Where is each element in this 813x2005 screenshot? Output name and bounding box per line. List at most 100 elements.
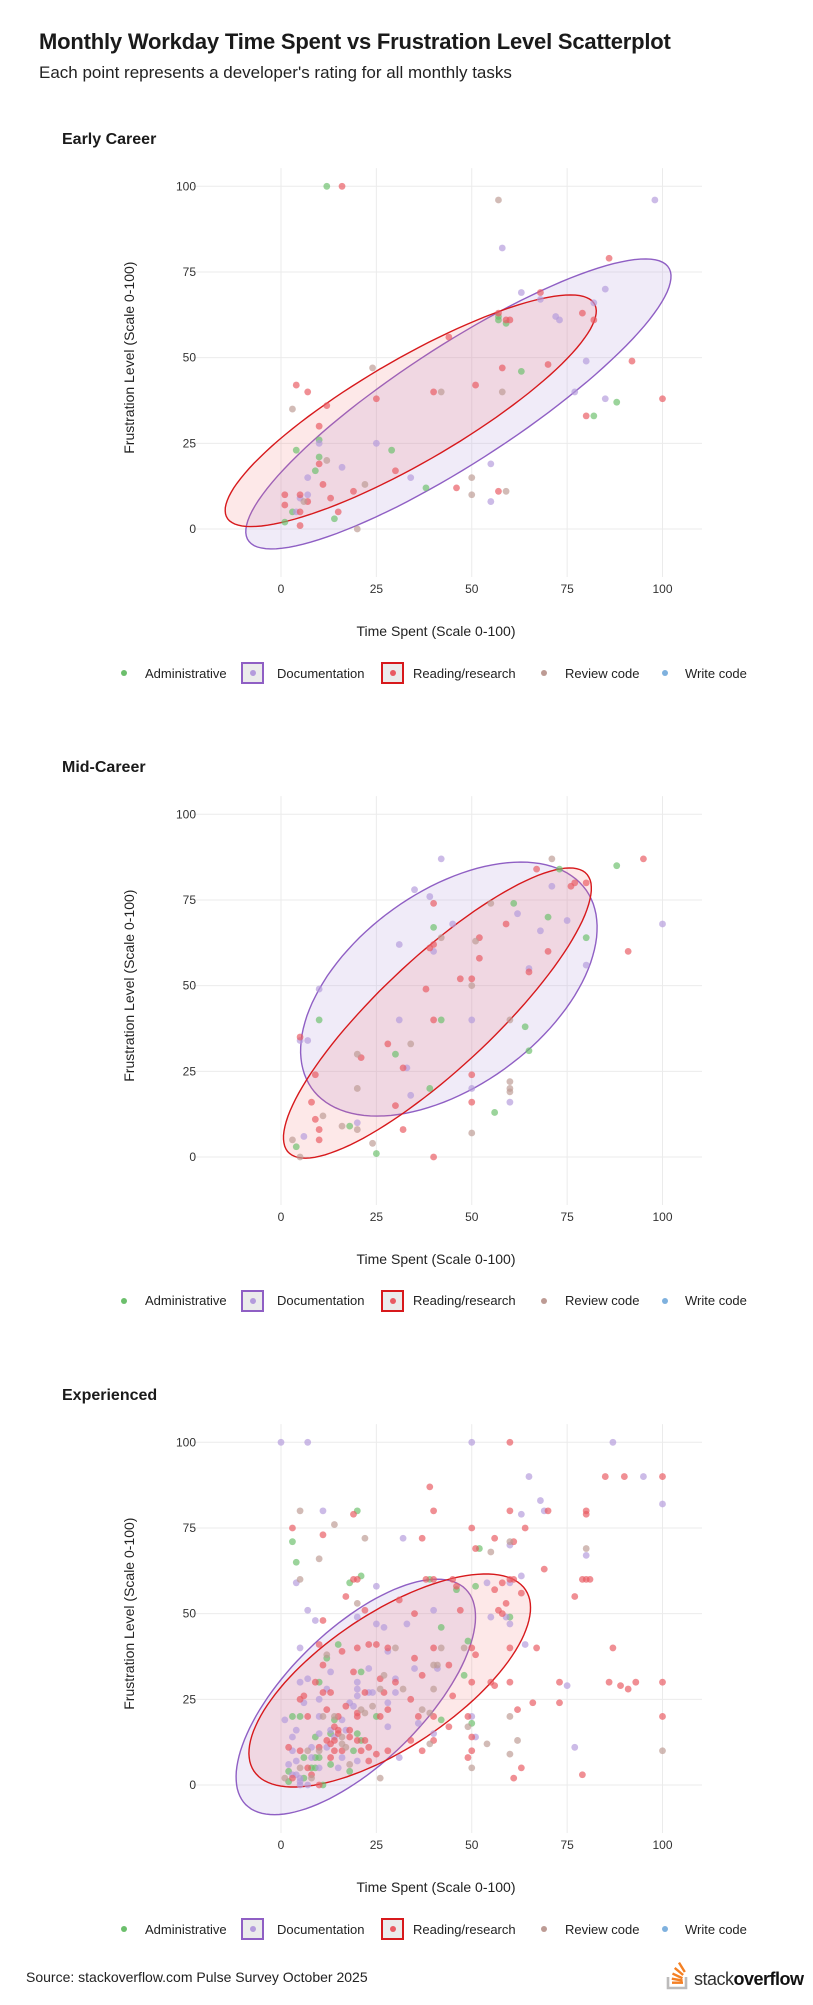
- data-point-reading-research: [346, 1726, 354, 1734]
- data-point-documentation: [296, 1644, 304, 1652]
- legend-key-reading-research: [381, 1918, 404, 1940]
- data-point-reading-research: [353, 1644, 361, 1652]
- data-point-reading-research: [449, 1692, 457, 1700]
- data-point-review-code: [353, 525, 361, 533]
- legend-dot-icon: [541, 670, 547, 676]
- data-point-reading-research: [578, 1771, 586, 1779]
- data-point-review-code: [582, 1545, 590, 1552]
- legend-key-administrative: [121, 1918, 127, 1940]
- data-point-reading-research: [407, 1737, 415, 1744]
- data-point-documentation: [640, 1473, 647, 1480]
- data-point-reading-research: [315, 422, 323, 430]
- data-point-reading-research: [365, 1641, 373, 1648]
- data-point-reading-research: [582, 879, 590, 886]
- x-axis-title: Time Spent (Scale 0-100): [357, 1251, 516, 1267]
- data-point-reading-research: [384, 1706, 392, 1714]
- data-point-reading-research: [361, 1737, 369, 1744]
- data-point-reading-research: [468, 975, 476, 982]
- data-point-documentation: [487, 498, 495, 505]
- x-tick-label: 100: [652, 1838, 672, 1852]
- data-point-reading-research: [540, 1565, 548, 1573]
- data-point-documentation: [563, 1682, 571, 1690]
- data-point-reading-research: [472, 1545, 479, 1552]
- data-point-documentation: [369, 1689, 376, 1696]
- scatter-plot: 0 25 50 75 100 0 25 50 75 100 Time Spent (Scale 0-…: [121, 1424, 702, 1895]
- data-point-reading-research: [331, 1737, 338, 1744]
- data-point-documentation: [548, 882, 556, 890]
- data-point-review-code: [380, 1671, 388, 1679]
- data-point-review-code: [468, 1129, 476, 1137]
- x-tick-label: 100: [652, 1210, 672, 1224]
- data-point-documentation: [506, 1098, 514, 1106]
- data-point-documentation: [487, 460, 495, 468]
- data-point-reading-research: [327, 1754, 334, 1761]
- x-tick-label: 0: [278, 1210, 285, 1224]
- data-point-documentation: [590, 299, 598, 307]
- data-point-documentation: [537, 1497, 544, 1504]
- data-point-review-code: [319, 1713, 327, 1720]
- data-point-reading-research: [582, 412, 590, 420]
- data-point-administrative: [521, 1023, 529, 1030]
- data-point-documentation: [304, 1675, 312, 1683]
- data-point-administrative: [437, 1716, 445, 1724]
- y-tick-label: 25: [183, 1064, 197, 1078]
- data-point-reading-research: [365, 1757, 373, 1765]
- data-point-administrative: [357, 1668, 365, 1676]
- data-point-review-code: [331, 1713, 338, 1720]
- legend-key-review-code: [541, 662, 547, 684]
- legend: Administrative Documentation Reading/resea…: [0, 662, 813, 684]
- legend-key-review-code: [541, 1918, 547, 1940]
- data-point-review-code: [323, 457, 331, 464]
- panel-title: Experienced: [62, 1387, 158, 1404]
- data-point-reading-research: [556, 1678, 563, 1686]
- panel-title: Mid-Career: [62, 758, 146, 776]
- scatter-panel: 0 25 50 75 100 0 25 50 75 100 Time Spent (Scale 0-…: [0, 728, 813, 1356]
- y-axis-title: Frustration Level (Scale 0-100): [121, 262, 137, 454]
- data-point-reading-research: [468, 1644, 476, 1652]
- data-point-documentation: [449, 920, 457, 928]
- y-axis-title: Frustration Level (Scale 0-100): [121, 1518, 137, 1710]
- data-point-administrative: [292, 1143, 300, 1150]
- data-point-documentation: [296, 1781, 304, 1789]
- data-point-reading-research: [353, 1575, 361, 1583]
- data-point-reading-research: [498, 364, 506, 372]
- data-point-reading-research: [319, 1689, 327, 1696]
- data-point-review-code: [468, 1764, 476, 1772]
- data-point-documentation: [311, 1617, 319, 1624]
- data-point-review-code: [376, 1774, 384, 1782]
- x-tick-label: 50: [465, 1838, 479, 1852]
- data-point-documentation: [537, 295, 544, 303]
- legend-label-documentation: Documentation: [277, 1921, 365, 1937]
- legend-dot-icon: [541, 1297, 547, 1304]
- data-point-reading-research: [430, 1016, 437, 1024]
- y-tick-label: 0: [189, 1778, 196, 1792]
- legend-label-reading-research: Reading/research: [413, 665, 516, 681]
- y-tick-label: 25: [183, 1692, 197, 1706]
- data-point-review-code: [437, 1644, 445, 1652]
- data-point-reading-research: [430, 1507, 437, 1515]
- data-point-administrative: [300, 1754, 308, 1761]
- data-point-documentation: [319, 1507, 327, 1515]
- data-point-reading-research: [418, 1747, 426, 1755]
- data-point-documentation: [430, 1730, 437, 1737]
- data-point-documentation: [468, 1016, 476, 1024]
- data-point-review-code: [437, 388, 445, 396]
- data-point-reading-research: [430, 1153, 437, 1161]
- data-point-administrative: [292, 446, 300, 454]
- y-tick-label: 75: [183, 1521, 197, 1535]
- legend-dot-icon: [662, 1297, 668, 1304]
- data-point-administrative: [525, 1047, 533, 1054]
- data-point-review-code: [506, 1016, 514, 1024]
- data-point-reading-research: [453, 484, 460, 492]
- data-point-documentation: [414, 1719, 422, 1727]
- data-point-reading-research: [445, 1723, 453, 1731]
- scatter-plot: 0 25 50 75 100 0 25 50 75 100 Time Spent (Scale 0-…: [121, 795, 702, 1267]
- data-point-documentation: [338, 1754, 346, 1761]
- data-point-documentation: [304, 1606, 312, 1614]
- x-tick-label: 0: [278, 1838, 285, 1852]
- data-point-reading-research: [357, 1747, 365, 1755]
- data-point-reading-research: [327, 1689, 334, 1696]
- data-point-reading-research: [315, 1136, 323, 1143]
- data-point-reading-research: [296, 1747, 304, 1755]
- data-point-reading-research: [296, 491, 304, 499]
